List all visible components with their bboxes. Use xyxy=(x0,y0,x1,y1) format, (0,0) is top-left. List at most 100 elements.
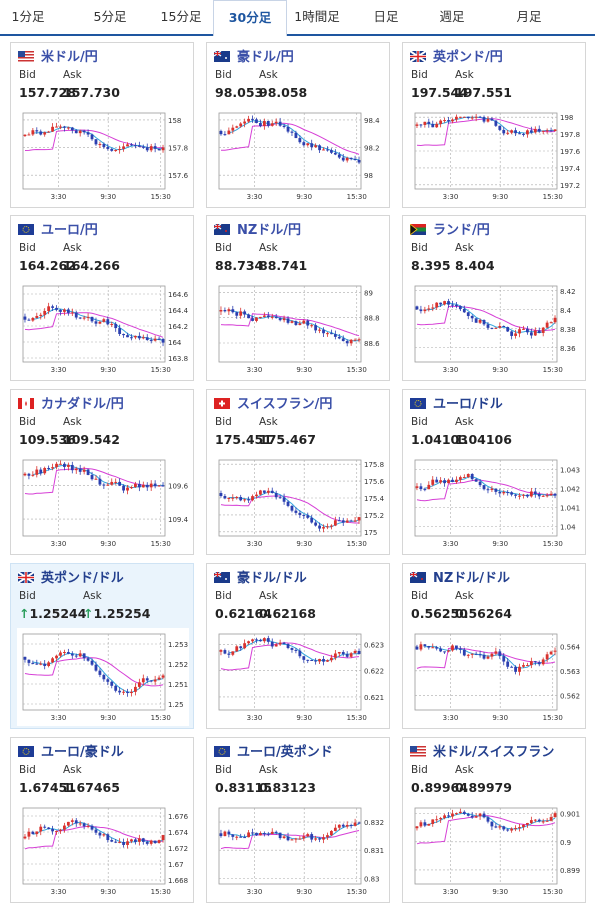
candle xyxy=(545,818,549,822)
price-chart[interactable]: 158 157.8 157.6 3:30 9:30 15:30 xyxy=(17,107,189,205)
currency-card[interactable]: ユーロ/豪ドル Bid Ask 1.67451 1.67465 1.676 1.674 1.6… xyxy=(10,737,194,903)
x-tick-label: 3:30 xyxy=(51,540,67,548)
candle xyxy=(427,645,431,650)
tab-6[interactable]: 週足 xyxy=(439,9,465,24)
pair-name[interactable]: スイスフラン/円 xyxy=(237,397,333,412)
candle xyxy=(337,333,341,340)
price-chart[interactable]: 8.42 8.4 8.38 8.36 3:30 9:30 15:30 xyxy=(409,280,581,378)
candle xyxy=(251,494,254,502)
y-tick-label: 0.901 xyxy=(560,811,580,819)
candle xyxy=(415,825,419,831)
candle xyxy=(431,304,435,312)
candle xyxy=(486,487,490,494)
pair-name[interactable]: ユーロ/円 xyxy=(41,223,98,238)
pair-name[interactable]: NZドル/ドル xyxy=(433,571,511,586)
candle xyxy=(415,122,419,129)
pair-name[interactable]: 米ドル/スイスフラン xyxy=(433,745,555,760)
tab-3[interactable]: 30分足 xyxy=(213,0,287,36)
currency-card[interactable]: ユーロ/ドル Bid Ask 1.04103 1.04106 1.043 1.042 1.04… xyxy=(402,389,586,555)
pair-name[interactable]: ユーロ/英ポンド xyxy=(237,745,333,760)
currency-card[interactable]: 米ドル/円 Bid Ask 157.728 157.730 158 157.8 157.6 3:… xyxy=(10,42,194,208)
tab-2[interactable]: 15分足 xyxy=(160,9,202,24)
candle xyxy=(357,156,361,165)
y-tick-label: 0.899 xyxy=(560,867,580,875)
price-chart[interactable]: 1.676 1.674 1.672 1.67 1.668 3:30 9:30 15:30 xyxy=(17,802,189,900)
pair-name[interactable]: ユーロ/ドル xyxy=(433,397,503,412)
candle xyxy=(322,656,325,666)
currency-card[interactable]: スイスフラン/円 Bid Ask 175.451 175.467 175.8 175.6 17… xyxy=(206,389,390,555)
currency-card[interactable]: 米ドル/スイスフラン Bid Ask 0.89964 0.89979 0.901 0.9 0.… xyxy=(402,737,586,903)
candle xyxy=(110,680,114,689)
y-tick-label: 0.563 xyxy=(560,668,580,676)
candle xyxy=(27,132,31,136)
ask-value: 0.83123 xyxy=(259,780,316,795)
candle xyxy=(526,494,529,498)
price-chart[interactable]: 0.623 0.622 0.621 3:30 9:30 15:30 xyxy=(213,628,385,726)
currency-card[interactable]: ユーロ/円 Bid Ask 164.262 164.266 164.6 164.4 164.2… xyxy=(10,215,194,381)
price-chart[interactable]: 0.832 0.831 0.83 3:30 9:30 15:30 xyxy=(213,802,385,900)
pair-name[interactable]: ランド/円 xyxy=(433,223,490,238)
candle xyxy=(63,125,66,132)
candle xyxy=(270,828,274,835)
pair-name[interactable]: 米ドル/円 xyxy=(41,50,98,65)
pair-name[interactable]: 豪ドル/円 xyxy=(237,50,294,65)
currency-card[interactable]: NZドル/円 Bid Ask 88.734 88.741 89 88.8 88.6 3:30 9:… xyxy=(206,215,390,381)
tab-4[interactable]: 1時間足 xyxy=(294,9,340,24)
y-tick-label: 164.6 xyxy=(168,291,189,299)
tab-1[interactable]: 5分足 xyxy=(93,9,127,24)
tab-7[interactable]: 月足 xyxy=(516,9,542,24)
price-chart[interactable]: 109.6 109.4 3:30 9:30 15:30 xyxy=(17,454,189,552)
price-chart[interactable]: 89 88.8 88.6 3:30 9:30 15:30 xyxy=(213,280,385,378)
tab-0[interactable]: 1分足 xyxy=(11,9,45,24)
price-chart[interactable]: 0.901 0.9 0.899 3:30 9:30 15:30 xyxy=(409,802,581,900)
pair-name[interactable]: 英ポンド/円 xyxy=(433,50,503,65)
currency-card[interactable]: 豪ドル/円 Bid Ask 98.053 98.058 98.4 98.2 98 3:30 9:3… xyxy=(206,42,390,208)
currency-card[interactable]: ユーロ/英ポンド Bid Ask 0.83115 0.83123 0.832 0.831 0.… xyxy=(206,737,390,903)
currency-card[interactable]: カナダドル/円 Bid Ask 109.536 109.542 109.6 109.4 3:3… xyxy=(10,389,194,555)
candle xyxy=(43,131,47,137)
price-chart[interactable]: 164.6 164.4 164.2 164 163.8 3:30 9:30 15:30 xyxy=(17,280,189,378)
tab-5[interactable]: 日足 xyxy=(373,9,399,24)
pair-name[interactable]: NZドル/円 xyxy=(237,223,302,238)
candle xyxy=(435,815,439,823)
candle xyxy=(294,648,298,654)
currency-card[interactable]: NZドル/ドル Bid Ask 0.56250 0.56264 0.564 0.563 0.5… xyxy=(402,563,586,729)
pair-name[interactable]: ユーロ/豪ドル xyxy=(41,745,124,760)
price-chart[interactable]: 0.564 0.563 0.562 3:30 9:30 15:30 xyxy=(409,628,581,726)
candle xyxy=(455,302,458,309)
candle xyxy=(130,838,133,844)
candle xyxy=(157,675,161,681)
currency-card[interactable]: ランド/円 Bid Ask 8.395 8.404 8.42 8.4 8.38 8.36 3:30… xyxy=(402,215,586,381)
price-chart[interactable]: 175.8 175.6 175.4 175.2 175 3:30 9:30 15:30 xyxy=(213,454,385,552)
pair-name[interactable]: 豪ドル/ドル xyxy=(237,571,307,586)
candle xyxy=(39,824,43,836)
x-tick-label: 15:30 xyxy=(151,366,171,374)
candle xyxy=(510,827,514,833)
candle xyxy=(31,660,35,665)
bid-label: Bid xyxy=(411,69,428,81)
ask-label: Ask xyxy=(63,764,82,776)
candle xyxy=(314,835,318,842)
ask-value: 98.058 xyxy=(259,85,308,100)
candle xyxy=(314,143,318,148)
candle xyxy=(337,824,341,831)
candle xyxy=(114,684,118,693)
candle xyxy=(326,523,329,530)
bid-label: Bid xyxy=(19,764,36,776)
candle xyxy=(486,815,490,824)
y-tick-label: 164 xyxy=(168,339,182,347)
price-chart[interactable]: 1.043 1.042 1.041 1.04 3:30 9:30 15:30 xyxy=(409,454,581,552)
x-tick-label: 3:30 xyxy=(247,540,263,548)
currency-card[interactable]: 英ポンド/ドル Bid Ask ↑1.25244 ↑1.25254 1.253 1.252 1… xyxy=(10,563,194,729)
pair-name[interactable]: カナダドル/円 xyxy=(41,397,124,412)
price-chart[interactable]: 198 197.8 197.6 197.4 197.2 3:30 9:30 15:30 xyxy=(409,107,581,205)
price-chart[interactable]: 1.253 1.252 1.251 1.25 3:30 9:30 15:30 xyxy=(17,628,189,726)
candle xyxy=(298,135,302,144)
candle xyxy=(474,651,478,655)
pair-name[interactable]: 英ポンド/ドル xyxy=(41,571,124,586)
price-chart[interactable]: 98.4 98.2 98 3:30 9:30 15:30 xyxy=(213,107,385,205)
candle xyxy=(333,824,337,832)
candle xyxy=(153,335,157,342)
currency-card[interactable]: 豪ドル/ドル Bid Ask 0.62164 0.62168 0.623 0.622 0.62… xyxy=(206,563,390,729)
currency-card[interactable]: 英ポンド/円 Bid Ask 197.544 197.551 198 197.8 197.6 1… xyxy=(402,42,586,208)
